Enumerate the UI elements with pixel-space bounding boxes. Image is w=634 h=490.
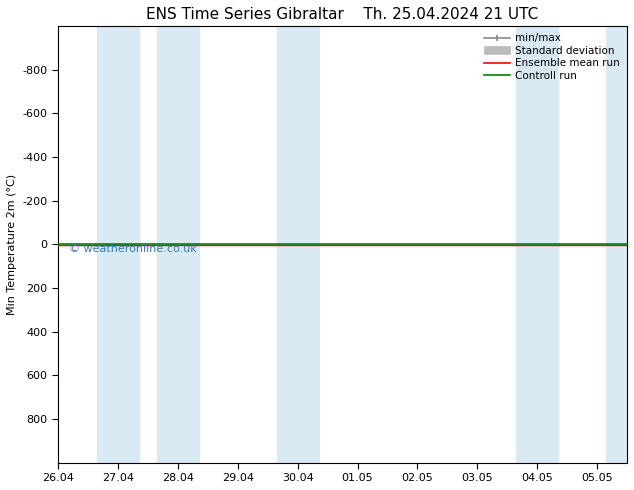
Text: © weatheronline.co.uk: © weatheronline.co.uk bbox=[69, 244, 197, 254]
Bar bbox=[276, 26, 319, 463]
Legend: min/max, Standard deviation, Ensemble mean run, Controll run: min/max, Standard deviation, Ensemble me… bbox=[482, 31, 622, 83]
Bar bbox=[97, 26, 139, 463]
Title: ENS Time Series Gibraltar    Th. 25.04.2024 21 UTC: ENS Time Series Gibraltar Th. 25.04.2024… bbox=[146, 7, 539, 22]
Bar bbox=[157, 26, 199, 463]
Y-axis label: Min Temperature 2m (°C): Min Temperature 2m (°C) bbox=[7, 173, 17, 315]
Bar bbox=[606, 26, 627, 463]
Bar bbox=[516, 26, 558, 463]
